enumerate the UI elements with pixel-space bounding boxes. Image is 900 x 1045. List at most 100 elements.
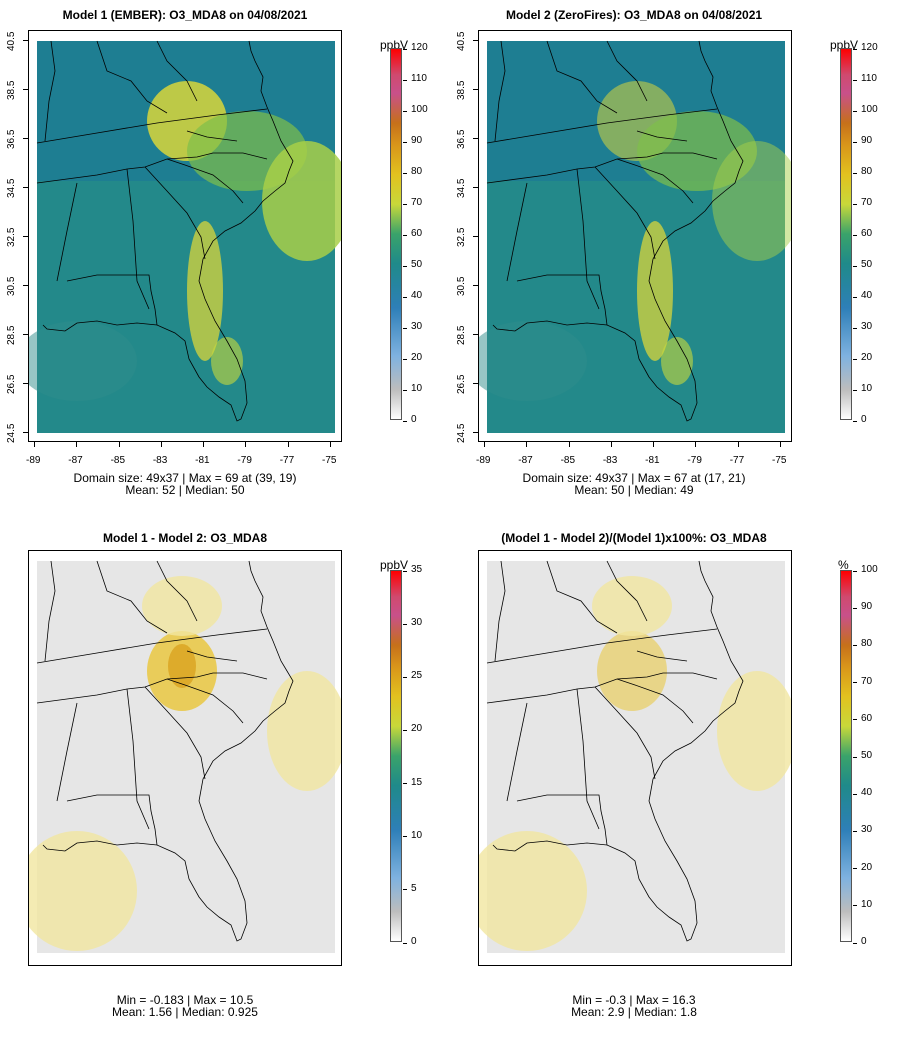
colorbar-tick-label: 30 (861, 824, 873, 836)
y-tick-label: 40.5 (456, 31, 467, 51)
colorbar-tick-label: 100 (861, 564, 878, 575)
panel-model2: Model 2 (ZeroFires): O3_MDA8 on 04/08/20… (450, 0, 900, 520)
colorbar-tick (853, 79, 857, 81)
colorbar: 0 10 20 30 40 50 60 70 80 90 100 110 120 (840, 42, 878, 425)
x-tick-label: -77 (729, 455, 745, 466)
colorbar-tick (403, 296, 407, 298)
panel-title: (Model 1 - Model 2)/(Model 1)x100%: O3_M… (501, 531, 767, 545)
colorbar-tick (403, 172, 407, 174)
colorbar-tick-label: 100 (861, 104, 878, 115)
colorbar-tick-label: 90 (861, 601, 873, 613)
y-tick-label: 28.5 (6, 325, 17, 345)
y-tick-label: 34.5 (456, 178, 467, 198)
x-tick-label: -83 (602, 455, 618, 466)
colorbar-tick (853, 327, 857, 329)
colorbar-tick (403, 48, 407, 50)
colorbar-tick (403, 358, 407, 360)
stats-line-1: Min = -0.3 | Max = 16.3 (572, 993, 696, 1007)
y-tick (473, 383, 478, 384)
colorbar-tick (403, 79, 407, 81)
colorbar-tick-label: 80 (861, 638, 873, 650)
colorbar-tick-label: 40 (411, 290, 423, 301)
colorbar-tick (403, 141, 407, 143)
colorbar-tick (853, 141, 857, 143)
colorbar-tick (403, 623, 407, 625)
x-tick-label: -83 (152, 455, 168, 466)
map-area (28, 550, 342, 966)
y-tick-label: 38.5 (6, 80, 17, 100)
colorbar-tick-label: 10 (411, 383, 423, 394)
colorbar-tick (853, 607, 857, 609)
colorbar-tick-label: 0 (411, 936, 417, 947)
colorbar-tick-label: 25 (411, 670, 423, 682)
colorbar-tick (403, 729, 407, 731)
panel-percent-difference: (Model 1 - Model 2)/(Model 1)x100%: O3_M… (450, 520, 900, 1045)
map-area (478, 30, 792, 442)
y-tick-label: 36.5 (6, 129, 17, 149)
colorbar-tick-label: 5 (411, 882, 417, 894)
y-tick-label: 36.5 (456, 129, 467, 149)
colorbar-title: ppbV (380, 558, 409, 572)
colorbar-tick (853, 420, 857, 422)
x-tick (610, 442, 612, 447)
colorbar-tick-label: 50 (411, 259, 423, 270)
y-tick (23, 285, 28, 286)
colorbar: 0 10 20 30 40 50 60 70 80 90 100 (840, 564, 878, 947)
x-tick (245, 442, 247, 447)
x-tick-label: -79 (237, 455, 252, 466)
panel-title: Model 1 (EMBER): O3_MDA8 on 04/08/2021 (62, 8, 308, 22)
x-tick-label: -85 (560, 455, 576, 466)
colorbar-tick-label: 10 (861, 898, 873, 910)
y-tick-label: 34.5 (6, 178, 17, 198)
stats-line-1: Min = -0.183 | Max = 10.5 (116, 993, 254, 1007)
stats-line-2: Mean: 52 | Median: 50 (125, 483, 245, 497)
x-tick (568, 442, 570, 447)
x-tick (695, 442, 697, 447)
x-tick-label: -89 (26, 455, 41, 466)
y-tick (23, 334, 28, 335)
colorbar-tick (853, 296, 857, 298)
panel-model1: Model 1 (EMBER): O3_MDA8 on 04/08/2021 p… (0, 0, 450, 520)
colorbar-tick (853, 756, 857, 758)
colorbar-tick (853, 570, 857, 572)
colorbar-tick (853, 644, 857, 646)
y-tick-label: 38.5 (456, 80, 467, 100)
y-tick (473, 432, 478, 433)
colorbar-tick (853, 203, 857, 205)
x-tick (653, 442, 655, 447)
x-tick-label: -85 (110, 455, 126, 466)
colorbar-tick (853, 942, 857, 944)
colorbar-tick-label: 30 (861, 321, 873, 332)
colorbar: 0 10 20 30 40 50 60 70 80 90 100 110 120 (390, 42, 428, 425)
colorbar-tick (403, 889, 407, 891)
colorbar-tick-label: 10 (861, 383, 873, 394)
colorbar-tick (853, 389, 857, 391)
x-tick (34, 442, 35, 447)
x-tick-label: -79 (687, 455, 702, 466)
colorbar-tick-label: 70 (411, 197, 423, 208)
colorbar-tick-label: 20 (861, 352, 873, 363)
colorbar-tick-label: 70 (861, 197, 873, 208)
colorbar-tick-label: 35 (411, 564, 423, 575)
x-tick-label: -81 (645, 455, 660, 466)
stats-line-1: Domain size: 49x37 | Max = 69 at (39, 19… (73, 471, 297, 485)
x-tick (484, 442, 485, 447)
y-tick-label: 30.5 (456, 276, 467, 296)
colorbar-tick-label: 0 (861, 414, 867, 425)
x-tick-label: -89 (476, 455, 491, 466)
colorbar-tick-label: 60 (861, 712, 873, 724)
colorbar-tick (853, 110, 857, 112)
colorbar-tick (853, 682, 857, 684)
y-tick (23, 236, 28, 237)
y-tick-label: 26.5 (6, 374, 17, 394)
y-tick (23, 138, 28, 139)
x-tick-label: -77 (279, 455, 295, 466)
y-tick (23, 40, 28, 41)
y-tick-label: 40.5 (6, 31, 17, 51)
y-tick-label: 32.5 (6, 227, 17, 247)
colorbar-tick (853, 793, 857, 795)
x-tick (287, 442, 289, 447)
colorbar-tick-label: 30 (411, 321, 423, 332)
y-tick-label: 30.5 (6, 276, 17, 296)
colorbar-tick-label: 0 (411, 414, 417, 425)
